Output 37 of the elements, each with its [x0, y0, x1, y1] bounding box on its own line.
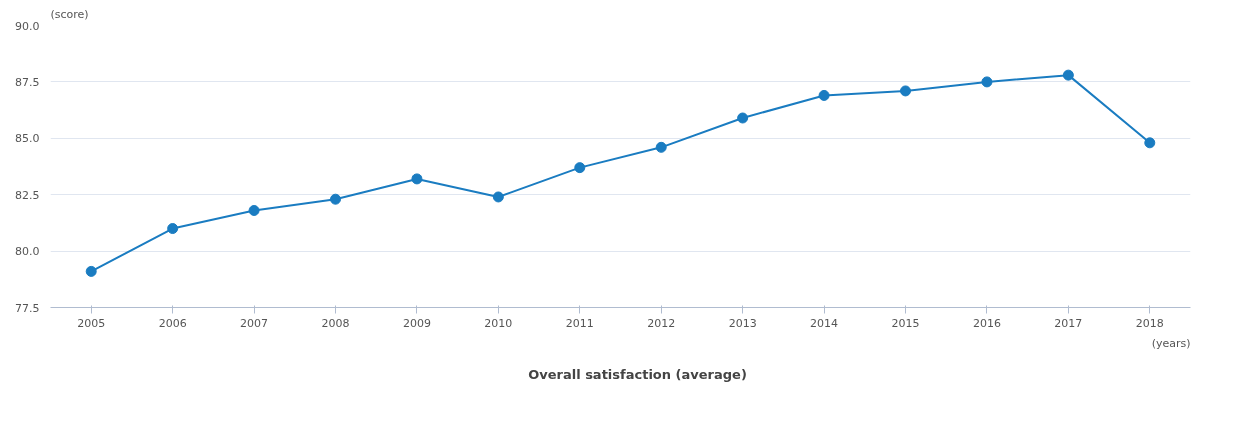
y-tick-label: 82.5 — [15, 188, 40, 202]
point — [330, 193, 341, 205]
x-tick-label: 2009 — [402, 316, 431, 330]
point — [737, 112, 749, 124]
point — [818, 89, 830, 101]
point — [574, 162, 586, 174]
x-tick-label: 2008 — [321, 316, 350, 330]
point — [900, 85, 911, 97]
x-tick-label: 2007 — [240, 316, 269, 330]
point — [411, 173, 423, 185]
point — [248, 205, 260, 216]
x-tick-label: 2010 — [484, 316, 513, 330]
y-tick-label: 90.0 — [15, 19, 40, 33]
point — [981, 76, 993, 88]
point — [655, 141, 667, 153]
x-tick-label: 2006 — [158, 316, 187, 330]
y-axis-title: (score) — [50, 7, 89, 21]
point — [492, 191, 504, 203]
x-tick-label: 2012 — [647, 316, 676, 330]
x-tick-label: 2018 — [1135, 316, 1164, 330]
x-axis-title: (years) — [1151, 336, 1191, 350]
x-tick-label: 2005 — [77, 316, 106, 330]
point — [85, 265, 97, 277]
x-tick-label: 2011 — [565, 316, 594, 330]
x-tick-label: 2014 — [810, 316, 839, 330]
point — [1144, 137, 1156, 149]
y-tick-label: 85.0 — [15, 132, 40, 146]
y-tick-label: 87.5 — [15, 75, 40, 89]
x-tick-label: 2015 — [891, 316, 920, 330]
x-tick-label: 2016 — [972, 316, 1001, 330]
point — [167, 223, 179, 235]
y-tick-label: 77.5 — [15, 301, 40, 315]
text: Overall satisfaction (average) — [528, 366, 747, 382]
x-tick-label: 2013 — [728, 316, 757, 330]
point — [1062, 69, 1074, 81]
x-tick-label: 2017 — [1054, 316, 1083, 330]
y-tick-label: 80.0 — [15, 245, 40, 259]
